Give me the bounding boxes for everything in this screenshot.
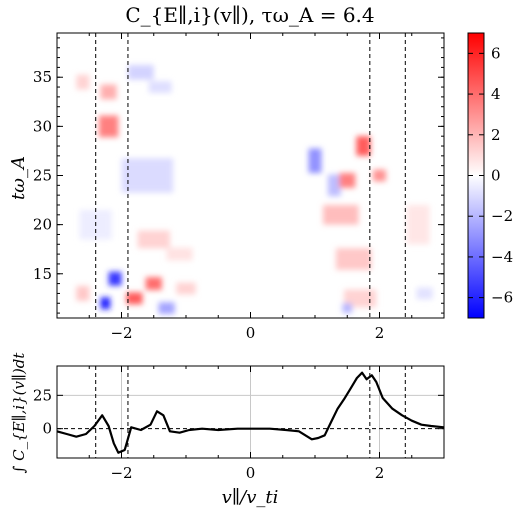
heatmap-blob-6: [137, 230, 170, 249]
heatmap-blob-16: [308, 148, 322, 174]
heatmap-blob-7: [166, 247, 193, 261]
heatmap-ytick-label-3: 30: [33, 117, 52, 135]
heatmap-blob-13: [158, 302, 175, 315]
heatmap-xtick-label-2: 2: [375, 324, 385, 342]
heatmap-blob-11: [126, 292, 143, 305]
heatmap-blob-20: [373, 169, 386, 182]
heatmap-reference-lines: [95, 33, 406, 318]
colorbar: −6 −4 −2 0 2 4 6: [467, 32, 513, 319]
colorbar-tick-label-2: −2: [491, 207, 513, 225]
heatmap-blob-3: [127, 64, 154, 80]
heatmap-blob-14: [76, 286, 90, 301]
heatmap-ytick-label-0: 15: [33, 265, 52, 283]
heatmap-blob-18: [356, 136, 371, 156]
heatmap-blob-21: [323, 204, 359, 225]
line-xtick-label-2: 2: [375, 464, 385, 482]
heatmap-y-axis-label: tω_A: [8, 156, 29, 200]
heatmap-ytick-label-4: 35: [33, 68, 52, 86]
heatmap-xtick-label-0: −2: [110, 324, 132, 342]
integrated-correlation-line: [57, 371, 444, 454]
heatmap-ytick-label-1: 20: [33, 216, 52, 234]
heatmap-ytick-label-2: 25: [33, 167, 52, 185]
heatmap-blob-24: [342, 303, 353, 314]
heatmap-blob-group: [76, 64, 433, 315]
line-xtick-label-1: 0: [246, 464, 256, 482]
heatmap-blob-2: [76, 74, 90, 90]
heatmap-blob-26: [416, 287, 433, 300]
colorbar-tick-label-6: 6: [491, 44, 501, 62]
line-axis-ticks: −2 0 2 0 25: [33, 366, 445, 482]
line-panel: −2 0 2 0 25 ∫ C_{E∥,i}(v∥)dt v∥/v_ti: [10, 352, 445, 508]
line-reference-lines: [57, 366, 444, 458]
colorbar-tick-label-1: −4: [491, 248, 513, 266]
line-ytick-label-1: 25: [33, 386, 52, 404]
colorbar-tick-label-3: 0: [491, 167, 501, 185]
heatmap-axis-ticks: 15 20 25 30 35 −2 0 2: [33, 33, 445, 342]
heatmap-blob-23: [344, 289, 377, 308]
heatmap-blob-17: [327, 174, 341, 197]
heatmap-blob-5: [121, 158, 174, 193]
line-xtick-label-0: −2: [110, 464, 132, 482]
colorbar-tick-label-4: 2: [491, 126, 501, 144]
heatmap-blob-19: [339, 173, 356, 188]
heatmap-blob-9: [108, 271, 122, 286]
line-grid: [57, 366, 444, 458]
heatmap-blob-15: [176, 282, 196, 295]
line-y-axis-label: ∫ C_{E∥,i}(v∥)dt: [10, 352, 28, 474]
line-x-axis-label: v∥/v_ti: [222, 487, 279, 508]
heatmap-blob-1: [100, 84, 117, 100]
heatmap-cells: [76, 64, 433, 315]
heatmap-blob-12: [145, 277, 162, 290]
heatmap-blob-10: [100, 297, 111, 310]
heatmap-blob-22: [335, 248, 372, 270]
heatmap-xtick-label-1: 0: [246, 324, 256, 342]
colorbar-ticks: −6 −4 −2 0 2 4 6: [468, 44, 513, 307]
heatmap-blob-0: [98, 115, 119, 138]
colorbar-tick-label-5: 4: [491, 85, 501, 103]
line-ytick-label-0: 0: [42, 420, 52, 438]
colorbar-tick-label-0: −6: [491, 289, 513, 307]
heatmap-panel: 15 20 25 30 35 −2 0 2 tω_A: [8, 32, 445, 342]
heatmap-blob-25: [406, 204, 430, 245]
chart-title: C_{E∥,i}(v∥), τω_A = 6.4: [125, 3, 374, 27]
heatmap-blob-4: [148, 81, 172, 93]
